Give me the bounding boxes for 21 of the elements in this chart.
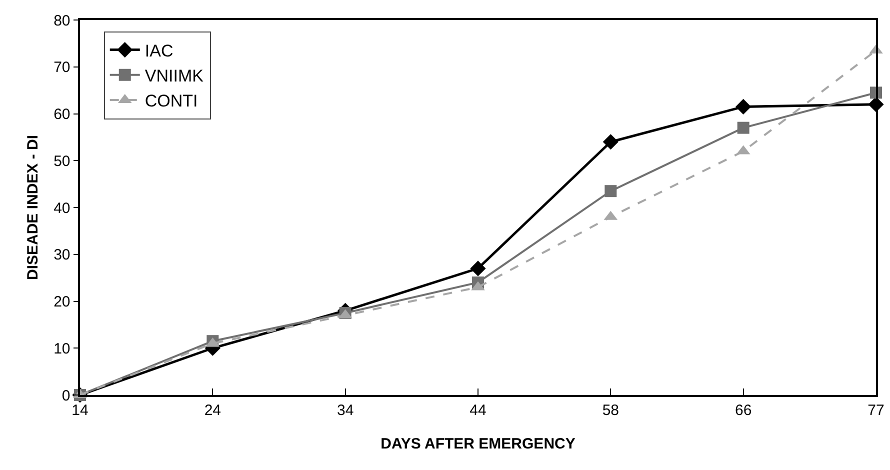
legend-label: VNIIMK	[144, 66, 204, 86]
y-tick-label: 50	[54, 152, 70, 170]
y-axis-title: DISEADE INDEX - DI	[24, 134, 42, 280]
y-tick-label: 40	[54, 200, 70, 217]
x-tick-label: 14	[72, 402, 88, 419]
x-tick-label: 34	[336, 402, 354, 419]
legend-label: IAC	[144, 41, 174, 60]
x-tick-label: 44	[470, 402, 486, 419]
y-tick-label: 0	[62, 387, 70, 404]
y-tick-label: 30	[54, 246, 70, 264]
y-tick-label: 60	[54, 106, 70, 123]
x-axis-title: DAYS AFTER EMERGENCY	[380, 435, 576, 452]
x-tick-label: 66	[734, 402, 752, 419]
x-tick-label: 77	[868, 402, 884, 419]
y-tick-label: 70	[54, 59, 70, 76]
y-tick-label: 20	[54, 294, 70, 310]
legend-label: CONTI	[144, 92, 198, 111]
x-tick-label: 24	[204, 402, 222, 419]
y-tick-label: 10	[54, 340, 70, 358]
x-tick-label: 58	[602, 402, 620, 419]
y-tick-label: 80	[54, 12, 70, 30]
